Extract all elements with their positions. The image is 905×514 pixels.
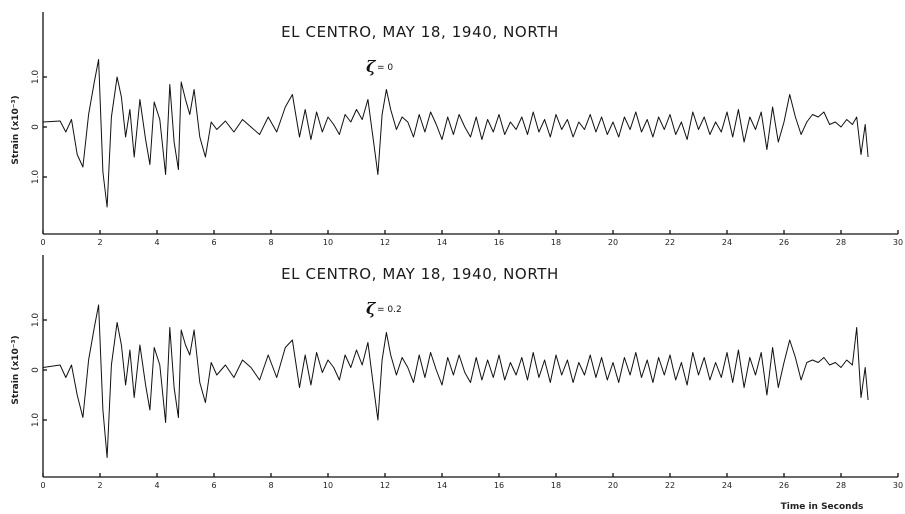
x-tick-label: 0 xyxy=(40,481,45,490)
y-tick-label: 0 xyxy=(31,124,41,130)
x-tick-label: 14 xyxy=(437,238,447,247)
x-tick-label: 12 xyxy=(380,238,390,247)
x-tick-label: 28 xyxy=(836,238,846,247)
x-tick-label: 10 xyxy=(323,481,333,490)
x-tick-label: 4 xyxy=(154,481,159,490)
x-tick-label: 6 xyxy=(211,238,216,247)
x-tick-label: 20 xyxy=(608,481,618,490)
chart-title: EL CENTRO, MAY 18, 1940, NORTH xyxy=(281,23,559,41)
y-axis-label: Strain (x10⁻³) xyxy=(11,95,21,164)
zeta-symbol: ζ xyxy=(366,57,377,76)
x-tick-label: 14 xyxy=(437,481,447,490)
strain-series-line xyxy=(42,59,869,208)
zeta-value: = 0 xyxy=(377,63,393,73)
x-tick-label: 22 xyxy=(665,481,675,490)
x-tick-label: 28 xyxy=(836,481,846,490)
x-tick-label: 6 xyxy=(211,481,216,490)
x-tick-label: 20 xyxy=(608,238,618,247)
x-axis-label: Time in Seconds xyxy=(781,502,864,512)
zeta-symbol: ζ xyxy=(366,299,377,318)
x-tick-label: 18 xyxy=(551,238,561,247)
strain-series-line xyxy=(42,304,869,458)
x-tick-label: 16 xyxy=(494,481,504,490)
x-tick-label: 10 xyxy=(323,238,333,247)
x-tick-label: 26 xyxy=(779,238,789,247)
x-tick-label: 24 xyxy=(722,238,732,247)
zeta-value: = 0.2 xyxy=(377,305,402,315)
y-tick-label: 1.0 xyxy=(31,313,41,328)
y-tick-label: 1.0 xyxy=(31,413,41,428)
x-tick-label: 2 xyxy=(97,481,102,490)
x-tick-label: 12 xyxy=(380,481,390,490)
x-tick-label: 2 xyxy=(97,238,102,247)
x-tick-label: 8 xyxy=(268,481,273,490)
y-tick-label: 0 xyxy=(31,367,41,373)
x-tick-label: 26 xyxy=(779,481,789,490)
x-tick-label: 30 xyxy=(893,481,903,490)
y-tick-label: 1.0 xyxy=(31,70,41,85)
x-tick-label: 24 xyxy=(722,481,732,490)
x-tick-label: 18 xyxy=(551,481,561,490)
x-tick-label: 22 xyxy=(665,238,675,247)
x-tick-label: 16 xyxy=(494,238,504,247)
x-tick-label: 4 xyxy=(154,238,159,247)
y-tick-label: 1.0 xyxy=(31,170,41,185)
chart-title: EL CENTRO, MAY 18, 1940, NORTH xyxy=(281,265,559,283)
x-tick-label: 0 xyxy=(40,238,45,247)
y-axis-label: Strain (x10⁻³) xyxy=(11,335,21,404)
x-tick-label: 8 xyxy=(268,238,273,247)
x-tick-label: 30 xyxy=(893,238,903,247)
